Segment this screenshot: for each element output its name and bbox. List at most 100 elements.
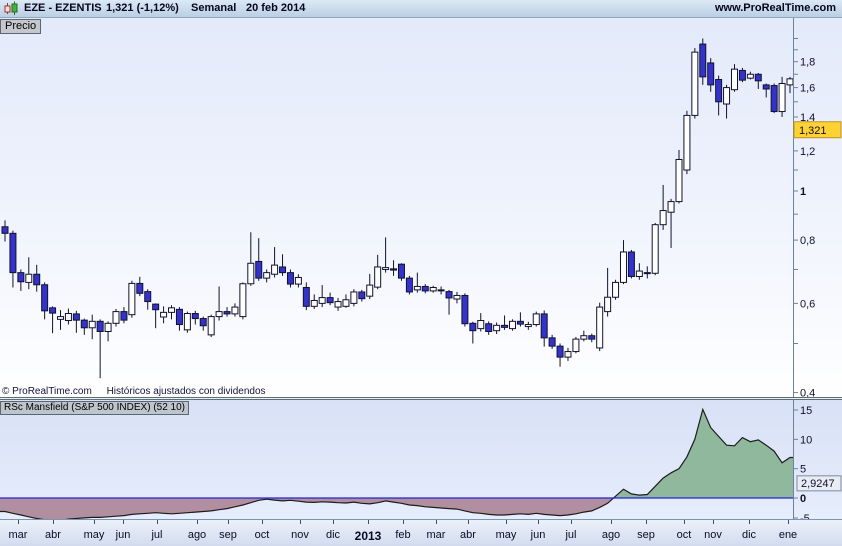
candle-up xyxy=(635,270,643,277)
candle-down xyxy=(96,320,104,333)
time-axis-tick xyxy=(713,520,714,524)
indicator-axis-label: -5 xyxy=(800,513,810,519)
candle-down xyxy=(358,291,366,300)
time-axis-tick xyxy=(18,520,19,524)
indicator-axis-label: 15 xyxy=(800,405,812,417)
time-axis-tick xyxy=(157,520,158,524)
candle-down xyxy=(326,297,334,304)
candle-down xyxy=(738,69,746,81)
indicator-axis-label: 10 xyxy=(800,434,812,446)
candle-up xyxy=(572,338,580,353)
time-axis-label: nov xyxy=(291,529,309,541)
price-axis-label: 1,8 xyxy=(800,57,815,69)
price-axis-label: 1,6 xyxy=(800,83,815,95)
price-axis-label: 1,2 xyxy=(800,146,815,158)
adjustment-note: Históricos ajustados con dividendos xyxy=(106,386,266,397)
indicator-value-tag xyxy=(796,475,842,492)
copyright-note: © ProRealTime.com Históricos ajustados c… xyxy=(2,386,266,397)
candle-down xyxy=(699,43,707,78)
time-axis-tick xyxy=(506,520,507,524)
indicator-area-positive xyxy=(0,409,793,498)
candle-down xyxy=(390,268,398,271)
candle-down xyxy=(437,289,445,292)
candle-down xyxy=(405,277,413,293)
candle-down xyxy=(9,232,17,274)
candle-up xyxy=(64,313,72,322)
time-axis-tick xyxy=(94,520,95,524)
candle-up xyxy=(675,158,683,203)
candle-down xyxy=(762,84,770,90)
candle-down xyxy=(461,294,469,325)
time-axis-tick xyxy=(538,520,539,524)
site-watermark: www.ProRealTime.com xyxy=(714,2,836,14)
candle-up xyxy=(477,320,485,330)
candle-up xyxy=(104,322,112,333)
candle-up xyxy=(651,224,659,274)
candle-up xyxy=(112,311,120,324)
candle-down xyxy=(41,284,49,312)
indicator-panel[interactable]: RSc Mansfield (S&P 500 INDEX) (52 10) 15… xyxy=(0,400,842,519)
candle-down xyxy=(485,323,493,333)
candle-down xyxy=(223,311,231,315)
candle-up xyxy=(57,316,65,320)
candle-down xyxy=(286,272,294,285)
candle-up xyxy=(207,316,215,336)
candle-down xyxy=(469,322,477,332)
last-price-tag xyxy=(793,121,842,139)
candle-up xyxy=(691,51,699,116)
copyright-text: © ProRealTime.com xyxy=(2,386,92,397)
price-axis-label: 1,4 xyxy=(800,112,815,124)
time-axis-tick xyxy=(684,520,685,524)
candle-up xyxy=(508,320,516,330)
candle-down xyxy=(144,291,152,303)
candle-down xyxy=(72,313,80,321)
time-axis-label: abr xyxy=(45,529,61,541)
price-panel[interactable]: Precio 1,8 1,6 1,4 1,2 1 0,8 0,6 0,4 1,321 © Pro… xyxy=(0,18,842,397)
price-chart-canvas[interactable]: 1,8 1,6 1,4 1,2 1 0,8 0,6 0,4 1,321 xyxy=(0,18,842,397)
candle-up xyxy=(247,262,255,285)
candle-up xyxy=(604,296,612,313)
time-axis[interactable]: mar abr may jun jul ago sep oct nov dic 2013 feb mar… xyxy=(0,519,842,546)
candle-down xyxy=(136,282,144,294)
time-axis-tick xyxy=(300,520,301,524)
candle-up xyxy=(183,313,191,331)
candle-up xyxy=(786,78,794,86)
time-axis-label: ene xyxy=(778,529,798,541)
candle-up xyxy=(342,299,350,307)
indicator-canvas[interactable]: 15 10 5 0 -5 2,9247 xyxy=(0,400,842,519)
candle-down xyxy=(199,318,207,327)
candle-down xyxy=(175,308,183,326)
candle-up xyxy=(271,264,279,275)
candle-down xyxy=(770,85,778,113)
title-bar: EZE - EZENTIS 1,321 (-1,12%) Semanal 20 … xyxy=(0,0,842,18)
panel-separator[interactable] xyxy=(0,397,842,400)
timeframe-label: Semanal xyxy=(191,2,237,14)
instrument-name: EZE - EZENTIS xyxy=(24,2,102,14)
candle-down xyxy=(397,263,405,279)
time-axis-tick xyxy=(646,520,647,524)
candle-up xyxy=(612,281,620,298)
candle-down xyxy=(152,303,160,311)
candle-up xyxy=(778,83,786,113)
candle-up xyxy=(168,307,176,313)
candle-up xyxy=(746,73,754,79)
time-axis-label: may xyxy=(495,529,517,541)
price-panel-tab[interactable]: Precio xyxy=(0,19,42,34)
time-axis-label: mar xyxy=(426,529,446,541)
candle-down xyxy=(516,320,524,325)
instrument-price: 1,321 (-1,12%) xyxy=(106,2,179,14)
time-axis-tick xyxy=(123,520,124,524)
candle-up xyxy=(683,114,691,171)
time-axis-label: feb xyxy=(395,529,411,541)
candle-down xyxy=(49,307,57,314)
candle-up xyxy=(88,320,96,329)
time-axis-label: mar xyxy=(8,529,28,541)
time-axis-label: jul xyxy=(151,529,163,541)
candle-down xyxy=(302,286,310,307)
candle-down xyxy=(540,313,548,339)
indicator-value-tag-label: 2,9247 xyxy=(801,478,835,490)
candle-up xyxy=(215,311,223,318)
indicator-title[interactable]: RSc Mansfield (S&P 500 INDEX) (52 10) xyxy=(0,401,190,415)
candle-up xyxy=(128,282,136,316)
